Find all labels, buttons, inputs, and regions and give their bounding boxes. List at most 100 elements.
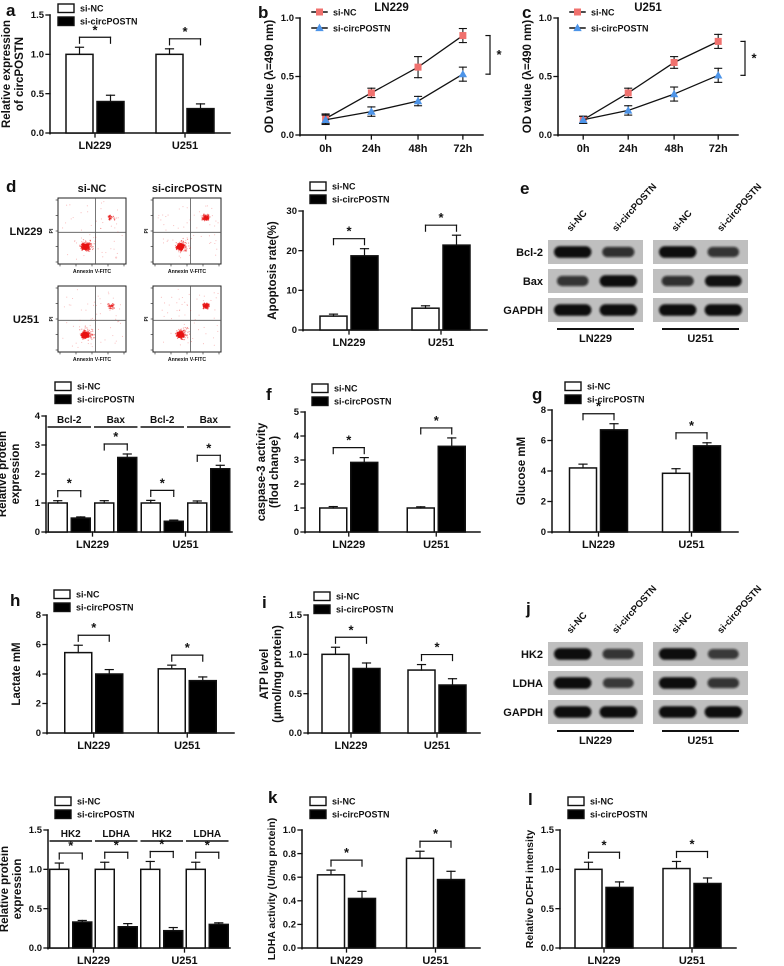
svg-text:*: * [751, 50, 757, 65]
svg-text:0.0: 0.0 [289, 728, 302, 739]
svg-text:si-circPOSTN: si-circPOSTN [77, 395, 135, 405]
svg-text:LDHA activity (U/mg protein): LDHA activity (U/mg protein) [266, 818, 278, 961]
svg-text:3: 3 [294, 455, 299, 466]
svg-text:6: 6 [541, 436, 546, 447]
svg-text:*: * [434, 413, 440, 428]
svg-text:*: * [596, 399, 602, 414]
line-chart-ln229-od: LN229 0.0 0.5 1.0 OD value (λ=490 nm) 0h 24h 48… [264, 2, 502, 155]
svg-text:10: 10 [286, 286, 297, 297]
panel-f-letter: f [266, 385, 272, 404]
western-blot-bcl2-bax: Bcl-2 Bax GAPDH si-NC si-circPOSTN si-NC si-ci… [503, 181, 764, 345]
svg-text:8: 8 [541, 405, 546, 416]
svg-text:si-circPOSTN: si-circPOSTN [336, 605, 394, 615]
svg-text:0.0: 0.0 [281, 130, 294, 141]
svg-text:1.0: 1.0 [31, 50, 44, 61]
svg-text:si-NC: si-NC [336, 592, 360, 602]
svg-text:Annexin V-FITC: Annexin V-FITC [73, 269, 112, 275]
svg-text:ATP level: ATP level [259, 649, 271, 700]
svg-text:si-circPOSTN: si-circPOSTN [610, 181, 659, 234]
svg-text:of circPOSTN: of circPOSTN [14, 37, 26, 111]
svg-text:1.0: 1.0 [541, 865, 554, 876]
svg-text:Bcl-2: Bcl-2 [150, 415, 175, 426]
svg-text:si-circPOSTN: si-circPOSTN [332, 195, 390, 205]
svg-text:Relative expression: Relative expression [1, 20, 13, 128]
svg-text:LN229: LN229 [77, 955, 110, 966]
svg-text:LN229: LN229 [9, 226, 42, 238]
svg-text:si-NC: si-NC [587, 382, 611, 392]
svg-text:24h: 24h [362, 143, 381, 155]
svg-text:U251: U251 [679, 955, 705, 966]
svg-text:si-circPOSTN: si-circPOSTN [76, 603, 134, 613]
svg-text:LN229: LN229 [77, 740, 110, 752]
panel-j-protein-quantification: 0.0 0.5 1.0 1.5 Relative protein expression * H… [0, 745, 250, 966]
svg-text:0: 0 [294, 527, 299, 538]
svg-text:LDHA: LDHA [512, 678, 543, 690]
svg-text:expression: expression [10, 444, 22, 505]
svg-text:1.5: 1.5 [29, 825, 43, 836]
svg-text:U251: U251 [422, 955, 448, 966]
svg-text:si-NC: si-NC [591, 8, 615, 18]
panel-c-u251-proliferation: c U251 0.0 0.5 1.0 OD value (λ=490 nm) 0h 24h 4… [510, 0, 784, 165]
panel-d-protein-quantification: 0 1 2 3 4 Relative protein expression * Bcl-2 * Ba… [0, 380, 250, 560]
svg-text:0.8: 0.8 [283, 849, 296, 860]
svg-text:si-NC: si-NC [77, 797, 101, 807]
svg-text:*: * [185, 640, 191, 655]
bar-chart-ldha-activity: 0.0 0.2 0.4 0.6 0.8 1.0 LDHA activity (U/mg pr… [266, 796, 481, 966]
svg-text:Annexin V-FITC: Annexin V-FITC [73, 357, 112, 363]
svg-text:U251: U251 [423, 539, 449, 551]
svg-text:0: 0 [541, 527, 546, 538]
svg-text:caspase-3 activity: caspase-3 activity [256, 422, 268, 521]
panel-d-letter: d [6, 177, 17, 196]
svg-text:*: * [67, 476, 73, 491]
svg-text:Relative protein: Relative protein [0, 846, 11, 932]
panel-k-letter: k [268, 788, 278, 807]
svg-text:0.4: 0.4 [283, 896, 297, 907]
svg-text:0.6: 0.6 [283, 872, 296, 883]
svg-text:HK2: HK2 [61, 829, 81, 840]
svg-text:48h: 48h [409, 143, 428, 155]
svg-text:0.0: 0.0 [283, 943, 296, 954]
svg-text:0.0: 0.0 [29, 943, 42, 954]
svg-text:0: 0 [36, 728, 41, 739]
panel-h-letter: h [10, 591, 21, 610]
svg-text:*: * [159, 836, 165, 851]
svg-text:*: * [434, 640, 440, 655]
svg-text:48h: 48h [665, 143, 684, 155]
svg-text:0.5: 0.5 [541, 904, 555, 915]
svg-text:4: 4 [36, 669, 42, 680]
svg-text:5: 5 [294, 407, 300, 418]
panel-a-circpostn-expression: a 0.0 0.5 1.0 1.5 Relative expression of circ… [0, 0, 250, 165]
svg-text:si-NC: si-NC [670, 208, 695, 234]
svg-text:U251: U251 [172, 539, 198, 551]
svg-text:*: * [689, 418, 695, 433]
svg-text:si-circPOSTN: si-circPOSTN [587, 395, 645, 405]
panel-j-letter: j [526, 599, 531, 618]
panel-g-glucose: g 0 2 4 6 8 Glucose mM * LN229 * U251 si-NC si-circ… [510, 380, 784, 560]
svg-text:PI: PI [144, 316, 150, 321]
panel-f-caspase3: f 0 1 2 3 4 5 caspase-3 activity (flod change) *… [250, 380, 520, 560]
svg-text:6: 6 [36, 640, 41, 651]
svg-text:U251: U251 [424, 740, 450, 752]
svg-text:expression: expression [12, 859, 24, 920]
svg-text:si-circPOSTN: si-circPOSTN [77, 810, 135, 820]
svg-text:*: * [92, 22, 98, 37]
panel-b-letter: b [258, 3, 269, 22]
svg-text:U251: U251 [687, 735, 713, 747]
svg-text:0.5: 0.5 [289, 689, 303, 700]
svg-text:0: 0 [35, 527, 40, 538]
svg-text:*: * [206, 440, 212, 455]
svg-text:0.5: 0.5 [29, 904, 43, 915]
western-blot-hk2-ldha: HK2 LDHA GAPDH si-NC si-circPOSTN si-NC si-cir… [503, 583, 764, 747]
svg-text:si-NC: si-NC [333, 8, 357, 18]
svg-text:0.0: 0.0 [539, 130, 552, 141]
svg-text:LN229: LN229 [582, 539, 615, 551]
svg-text:4: 4 [35, 411, 41, 422]
panel-g-letter: g [532, 385, 543, 404]
svg-text:si-NC: si-NC [77, 382, 101, 392]
svg-text:Bax: Bax [200, 415, 219, 426]
svg-text:1: 1 [35, 498, 41, 509]
panel-d-flow-cytometry: d si-NC si-circPOSTN LN229 U251 Annexin V-FI… [0, 168, 250, 380]
svg-text:LN229: LN229 [579, 333, 612, 345]
svg-text:2: 2 [541, 497, 546, 508]
svg-text:1.5: 1.5 [31, 10, 45, 21]
